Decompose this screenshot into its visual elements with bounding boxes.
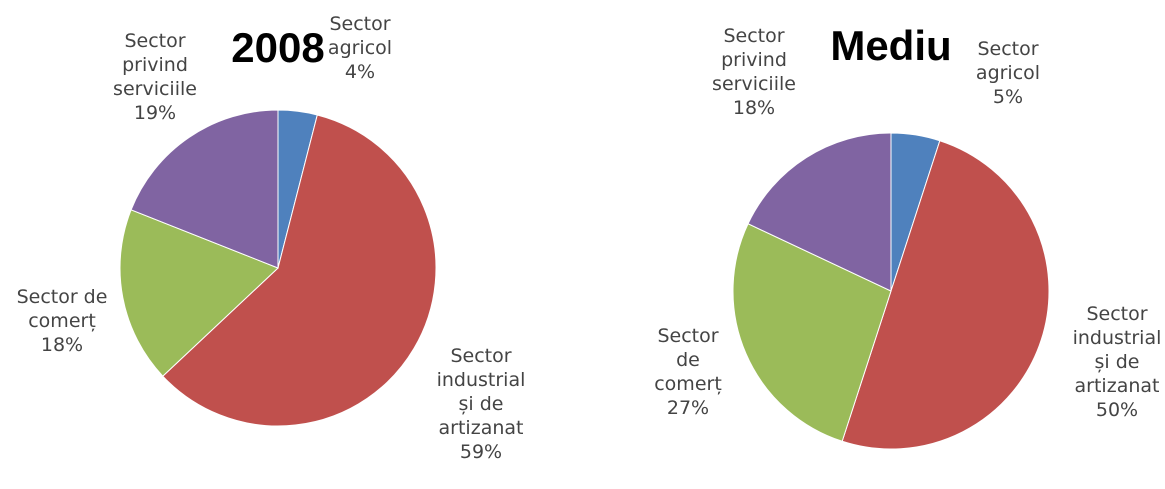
slice-label-line: artizanat <box>1075 375 1160 397</box>
slice-label-line: industrial <box>437 369 526 391</box>
slice-label-line: Sector <box>977 38 1038 60</box>
slice-label-line: artizanat <box>439 417 524 439</box>
pie-slices-2008 <box>119 109 437 427</box>
pie-chart-mediu: Mediu Sector agricol 5%Sector industrial și … <box>654 22 1161 450</box>
pie-labels-2008: Sector agricol 4%Sector industrial și de arti… <box>17 13 526 463</box>
slice-label-line: Sector <box>329 13 390 35</box>
slice-label-line: 27% <box>667 397 709 419</box>
pie-slice-3 <box>130 109 279 269</box>
slice-label-line: 18% <box>733 97 775 119</box>
slice-label-line: și de <box>459 393 504 415</box>
slice-label-line: Sector <box>124 30 185 52</box>
pie-slice-1 <box>162 114 437 427</box>
slice-label-line: 50% <box>1096 399 1138 421</box>
slice-label-line: agricol <box>328 37 392 59</box>
slice-label-line: și de <box>1095 351 1140 373</box>
slice-label-line: comerț <box>28 310 96 332</box>
slice-label-line: Sector <box>723 25 784 47</box>
slice-label-line: 18% <box>41 334 83 356</box>
pie-labels-mediu: Sector agricol 5%Sector industrial și de arti… <box>654 25 1161 421</box>
pie-slice-1 <box>841 140 1050 450</box>
slice-label-line: serviciile <box>712 73 796 95</box>
slice-label-line: privind <box>721 49 787 71</box>
slice-label-line: comerț <box>654 373 722 395</box>
slice-label-1: Sector industrial și de artizanat 59% <box>437 345 526 463</box>
slice-label-line: 5% <box>993 86 1023 108</box>
slice-label-0: Sector agricol 5% <box>976 38 1040 108</box>
slice-label-line: 59% <box>460 441 502 463</box>
slice-label-line: agricol <box>976 62 1040 84</box>
slice-label-line: 19% <box>134 102 176 124</box>
slice-label-3: Sector privind serviciile 19% <box>113 30 197 124</box>
slice-label-line: industrial <box>1073 327 1162 349</box>
slice-label-2: Sector de comerț 18% <box>17 286 108 356</box>
slice-label-2: Sector de comerț 27% <box>654 325 722 419</box>
pie-chart-2008: 2008 Sector agricol 4%Sector industrial și d… <box>17 13 526 463</box>
slice-label-1: Sector industrial și de artizanat 50% <box>1073 303 1162 421</box>
slice-label-line: Sector de <box>17 286 108 308</box>
slice-label-line: Sector <box>657 325 718 347</box>
pie-slice-2 <box>119 209 279 377</box>
pie-slice-2 <box>732 223 892 442</box>
pie-slice-3 <box>747 132 892 292</box>
slice-label-line: privind <box>122 54 188 76</box>
slice-label-line: Sector <box>450 345 511 367</box>
slice-label-3: Sector privind serviciile 18% <box>712 25 796 119</box>
slice-label-0: Sector agricol 4% <box>328 13 392 83</box>
pie-slices-mediu <box>732 132 1050 450</box>
chart-title-mediu: Mediu <box>830 22 951 69</box>
slice-label-line: 4% <box>345 61 375 83</box>
chart-title-2008: 2008 <box>231 24 324 71</box>
slice-label-line: serviciile <box>113 78 197 100</box>
slice-label-line: de <box>676 349 700 371</box>
slice-label-line: Sector <box>1086 303 1147 325</box>
